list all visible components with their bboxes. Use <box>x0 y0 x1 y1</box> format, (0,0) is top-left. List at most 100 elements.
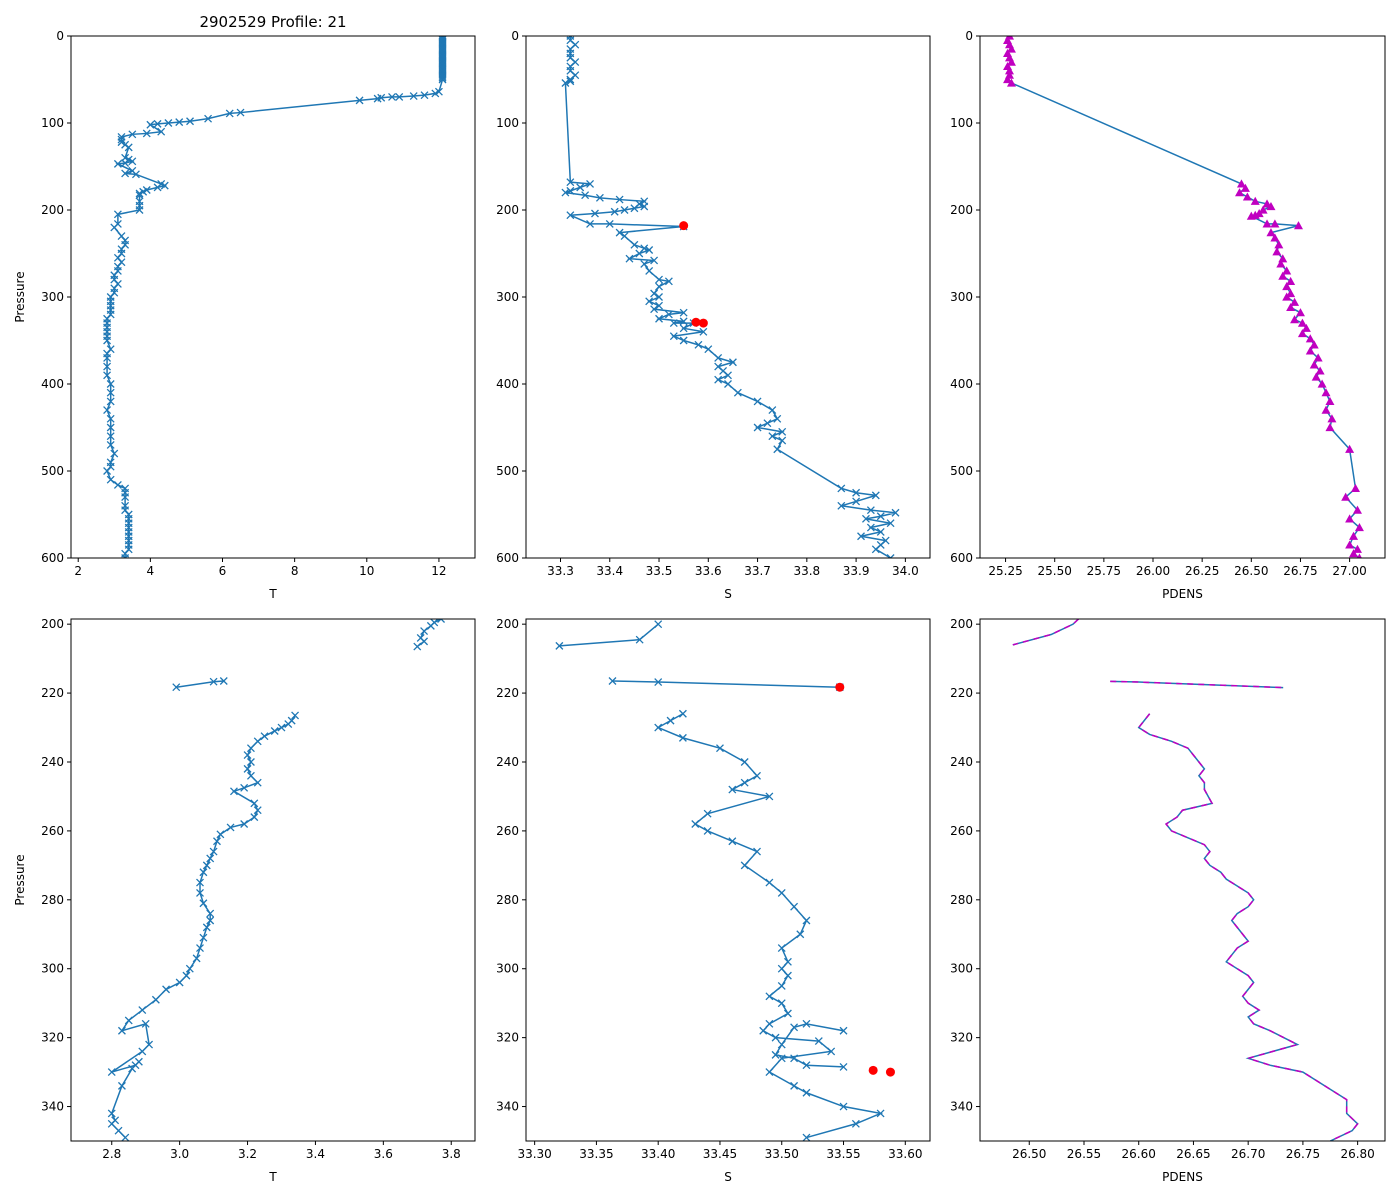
x-marker <box>209 847 218 856</box>
y-tick-label: 0 <box>56 29 64 43</box>
y-tick-label: 240 <box>496 755 519 769</box>
x-marker <box>153 119 162 128</box>
x-marker <box>591 209 599 218</box>
x-axis-label: PDENS <box>1162 587 1203 601</box>
x-marker <box>861 514 870 523</box>
x-marker <box>107 1119 116 1128</box>
y-tick-label: 400 <box>496 377 519 391</box>
flag-point <box>691 317 701 327</box>
x-marker <box>839 1026 848 1035</box>
x-marker <box>839 1062 848 1071</box>
x-marker <box>871 491 880 500</box>
x-marker <box>655 282 663 291</box>
x-marker <box>413 642 422 651</box>
triangle-marker <box>1006 78 1016 87</box>
triangle-marker <box>1286 276 1296 285</box>
y-tick-label: 200 <box>950 617 973 631</box>
x-marker <box>777 944 786 953</box>
y-tick-label: 200 <box>496 203 519 217</box>
x-marker <box>625 254 634 263</box>
x-tick-label: 33.4 <box>596 564 623 578</box>
y-tick-label: 320 <box>41 1031 64 1045</box>
chart-title: 2902529 Profile: 21 <box>199 13 346 31</box>
x-marker <box>773 414 782 423</box>
subplot-PDENS-full: 25.25 25.50 25.75 26.00 26.25 26.50 26.75 27.00… <box>950 29 1386 601</box>
y-axis-label: Pressure <box>13 854 27 905</box>
x-tick-label: 3.2 <box>238 1147 257 1161</box>
x-marker <box>753 847 761 856</box>
x-marker <box>691 820 700 828</box>
y-tick-label: 300 <box>41 290 64 304</box>
triangle-marker <box>1290 297 1300 306</box>
x-tick-label: 25.75 <box>1087 564 1121 578</box>
x-marker <box>240 783 249 792</box>
x-marker <box>103 406 112 415</box>
x-marker <box>117 138 126 147</box>
triangle-marker <box>1006 57 1016 66</box>
x-marker <box>740 861 749 870</box>
triangle-marker <box>1315 366 1325 375</box>
y-tick-label: 0 <box>965 29 973 43</box>
y-tick-label: 500 <box>950 464 973 478</box>
triangle-marker <box>1349 531 1359 540</box>
plot-area <box>103 36 447 558</box>
y-tick-label: 100 <box>496 116 519 130</box>
x-marker <box>162 985 171 994</box>
triangle-marker <box>1297 318 1307 327</box>
x-marker <box>106 475 115 484</box>
x-marker <box>121 169 130 178</box>
x-tick-label: 25.25 <box>988 564 1022 578</box>
y-tick-label: 220 <box>41 686 64 700</box>
x-marker <box>250 813 259 822</box>
x-marker <box>783 971 792 980</box>
x-marker <box>771 1050 780 1059</box>
x-marker <box>128 130 137 139</box>
x-marker <box>679 308 688 317</box>
y-tick-label: 300 <box>950 962 973 976</box>
x-marker <box>106 440 115 449</box>
x-marker <box>103 353 112 362</box>
x-tick-label: 3.6 <box>374 1147 393 1161</box>
x-tick-label: 25.50 <box>1038 564 1072 578</box>
triangle-marker <box>1240 183 1250 192</box>
x-marker <box>243 751 252 760</box>
x-tick-label: 33.6 <box>695 564 722 578</box>
x-marker <box>635 249 644 258</box>
x-marker <box>138 1047 147 1056</box>
x-marker <box>121 1133 130 1141</box>
y-tick-label: 300 <box>496 290 519 304</box>
x-marker <box>175 978 184 987</box>
x-marker <box>138 1006 147 1015</box>
triangle-marker <box>1290 315 1300 324</box>
triangle-marker <box>1242 192 1252 201</box>
y-tick-label: 0 <box>511 29 519 43</box>
x-marker <box>595 193 604 202</box>
x-marker <box>113 480 122 489</box>
x-tick-label: 26.00 <box>1136 564 1170 578</box>
x-marker <box>185 964 194 973</box>
triangle-marker <box>1266 202 1276 211</box>
axes-frame <box>70 618 476 1142</box>
triangle-marker <box>1006 44 1016 53</box>
x-marker <box>209 677 218 686</box>
y-tick-label: 600 <box>950 551 973 565</box>
axes-frame <box>70 35 476 559</box>
x-marker <box>135 206 144 214</box>
x-marker <box>124 143 133 152</box>
x-tick-label: 26.75 <box>1286 1147 1320 1161</box>
x-marker <box>199 868 208 877</box>
triangle-marker <box>1250 196 1260 205</box>
y-tick-label: 240 <box>41 755 64 769</box>
x-marker <box>196 944 204 953</box>
triangle-marker <box>1325 396 1335 405</box>
x-marker <box>409 92 418 100</box>
triangle-marker <box>1305 334 1315 343</box>
x-marker <box>871 545 880 554</box>
x-marker <box>615 228 624 237</box>
triangle-marker <box>1354 523 1364 532</box>
x-marker <box>121 493 130 502</box>
x-marker <box>107 1068 116 1077</box>
y-tick-label: 200 <box>41 203 64 217</box>
triangle-marker <box>1258 205 1268 214</box>
